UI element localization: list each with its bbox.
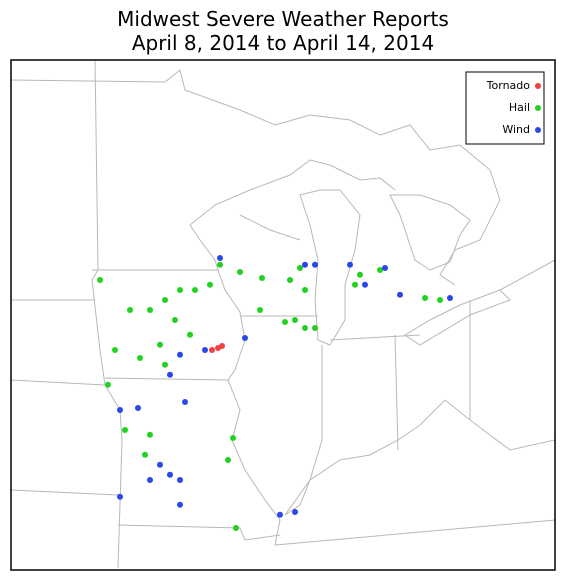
- report-point: [302, 287, 308, 293]
- report-point: [135, 405, 141, 411]
- report-point: [187, 331, 193, 338]
- report-point: [292, 317, 298, 323]
- report-point: [162, 297, 168, 303]
- report-point: [142, 451, 148, 458]
- report-point: [302, 261, 308, 268]
- report-point: [225, 457, 231, 463]
- report-point: [347, 261, 353, 268]
- map-frame: [10, 59, 556, 571]
- report-point: [117, 493, 123, 500]
- report-point: [237, 269, 243, 275]
- report-point: [202, 347, 208, 353]
- report-point: [177, 351, 183, 358]
- report-point: [207, 281, 213, 288]
- legend-swatch: [535, 83, 541, 89]
- report-point: [147, 307, 153, 313]
- report-point: [172, 317, 178, 323]
- report-point: [362, 281, 368, 288]
- report-point: [147, 431, 153, 438]
- legend-label: Tornado: [486, 79, 531, 92]
- report-point: [182, 399, 188, 405]
- report-point: [302, 325, 308, 331]
- report-point: [157, 341, 163, 348]
- report-point: [137, 355, 143, 361]
- report-point: [112, 347, 118, 353]
- legend-box: [465, 71, 545, 145]
- report-point: [167, 371, 173, 378]
- report-point: [217, 255, 223, 261]
- report-point: [230, 435, 236, 441]
- report-point: [167, 471, 173, 478]
- basemap: [11, 60, 555, 569]
- report-point: [147, 477, 153, 483]
- report-point: [105, 381, 111, 388]
- report-point: [233, 525, 239, 531]
- report-point: [282, 319, 288, 325]
- report-point: [157, 461, 163, 468]
- report-point: [292, 509, 298, 515]
- report-point: [177, 287, 183, 293]
- report-point: [122, 427, 128, 433]
- report-point: [242, 335, 248, 341]
- report-point: [297, 265, 303, 271]
- report-point: [217, 261, 223, 268]
- legend: Tornado Hail Wind: [465, 71, 545, 145]
- report-point: [382, 265, 388, 271]
- report-point: [259, 275, 265, 281]
- report-point: [257, 307, 263, 313]
- legend-label: Hail: [509, 101, 530, 114]
- report-point: [219, 343, 225, 349]
- report-point: [357, 271, 363, 278]
- report-point: [97, 277, 103, 283]
- report-point: [397, 291, 403, 298]
- report-point: [177, 501, 183, 508]
- report-point: [277, 511, 283, 518]
- report-point: [352, 281, 358, 288]
- report-point: [312, 325, 318, 331]
- report-point: [287, 277, 293, 283]
- report-point: [192, 287, 198, 293]
- map-subtitle: April 8, 2014 to April 14, 2014: [132, 31, 434, 55]
- legend-label: Wind: [502, 123, 530, 136]
- legend-swatch: [535, 105, 541, 111]
- report-point: [117, 407, 123, 413]
- report-points: [97, 255, 453, 531]
- report-point: [312, 261, 318, 268]
- report-point: [422, 295, 428, 301]
- map-title: Midwest Severe Weather Reports: [117, 7, 449, 31]
- report-point: [447, 295, 453, 301]
- report-point: [377, 267, 383, 273]
- report-point: [437, 297, 443, 303]
- report-point: [177, 477, 183, 483]
- legend-swatch: [535, 127, 541, 133]
- report-point: [162, 361, 168, 368]
- legend-items: Tornado Hail Wind: [486, 79, 541, 136]
- report-point: [209, 347, 215, 353]
- report-point: [127, 307, 133, 313]
